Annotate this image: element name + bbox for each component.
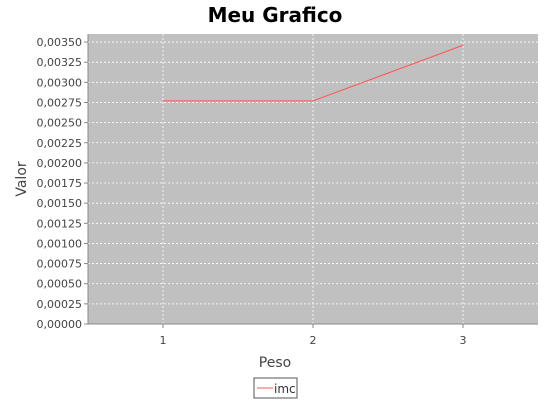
legend: imc (253, 377, 298, 399)
y-tick-label: 0,00125 (37, 217, 83, 230)
chart-title: Meu Grafico (208, 3, 343, 27)
x-tick-label: 1 (160, 334, 167, 347)
x-axis-label: Peso (259, 355, 291, 371)
y-tick-label: 0,00225 (37, 137, 83, 150)
y-tick-label: 0,00275 (37, 96, 83, 109)
series-line-imc (163, 44, 464, 102)
y-tick-label: 0,00075 (37, 258, 83, 271)
y-tick-label: 0,00300 (37, 76, 83, 89)
grid-lines (88, 34, 538, 324)
y-tick-label: 0,00350 (37, 36, 83, 49)
y-tick-label: 0,00000 (37, 318, 83, 331)
y-tick-label: 0,00050 (37, 278, 83, 291)
y-axis-label: Valor (14, 161, 30, 197)
x-tick-label: 3 (460, 334, 467, 347)
y-tick-label: 0,00200 (37, 157, 83, 170)
y-tick-label: 0,00025 (37, 298, 83, 311)
x-tick-label: 2 (310, 334, 317, 347)
legend-label-imc: imc (274, 382, 296, 396)
y-tick-label: 0,00325 (37, 56, 83, 69)
y-tick-label: 0,00100 (37, 237, 83, 250)
x-axis-ticks: 1 2 3 (160, 324, 467, 347)
y-axis-ticks: 0,00000 0,00025 0,00050 0,00075 0,00100 0,001… (37, 36, 88, 331)
legend-box (253, 377, 298, 399)
y-tick-label: 0,00150 (37, 197, 83, 210)
series-lines (163, 44, 464, 102)
y-tick-label: 0,00250 (37, 117, 83, 130)
y-tick-label: 0,00175 (37, 177, 83, 190)
